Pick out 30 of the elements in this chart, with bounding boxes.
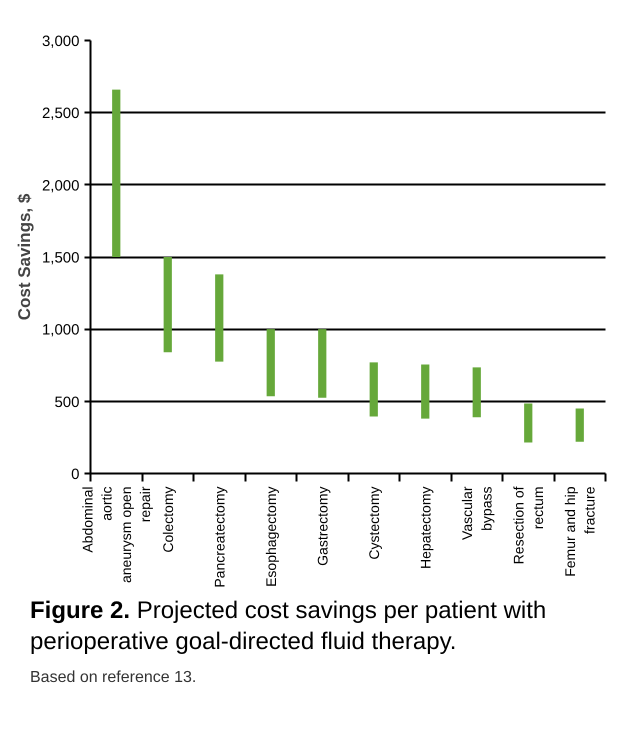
- x-tick-label: Femur and hip fracture: [562, 486, 598, 577]
- x-tick-label: Abdominal aortic aneurysm open repair: [79, 486, 154, 584]
- x-tick-label: Esophagectomy: [262, 486, 279, 587]
- x-tick-label: Cystectomy: [366, 486, 382, 560]
- bar: [472, 367, 481, 418]
- y-tick-label: 500: [54, 394, 80, 411]
- x-tick-label: Colectomy: [160, 486, 176, 553]
- bar: [524, 404, 532, 442]
- bar: [576, 408, 584, 442]
- bar: [318, 329, 326, 398]
- bar: [266, 329, 275, 396]
- y-axis-title: Cost Savings, $: [14, 193, 34, 320]
- bar: [112, 90, 120, 257]
- bar: [370, 362, 378, 416]
- y-tick-label: 1,000: [42, 322, 80, 339]
- x-tick-label: Vascular bypass: [459, 486, 494, 540]
- x-tick-label: Gastrectomy: [314, 486, 330, 566]
- y-tick-label: 3,000: [42, 33, 80, 50]
- x-tick-label: Hepatectomy: [417, 486, 434, 569]
- text: Figure 2. Projected cost savings per patient with perioperative goal-directed fluid therapy.: [30, 596, 548, 658]
- y-tick-label: 2,500: [42, 105, 80, 122]
- bar: [421, 364, 430, 419]
- bar: [164, 257, 172, 352]
- x-tick-label: Resection of rectum: [510, 486, 546, 564]
- y-tick-label: 2,000: [42, 177, 80, 194]
- bar: [215, 274, 224, 362]
- x-tick-label: Pancreatectomy: [211, 486, 228, 588]
- text: Based on reference 13.: [30, 668, 196, 688]
- y-tick-label: 1,500: [42, 250, 80, 266]
- y-tick-label: 0: [71, 466, 80, 483]
